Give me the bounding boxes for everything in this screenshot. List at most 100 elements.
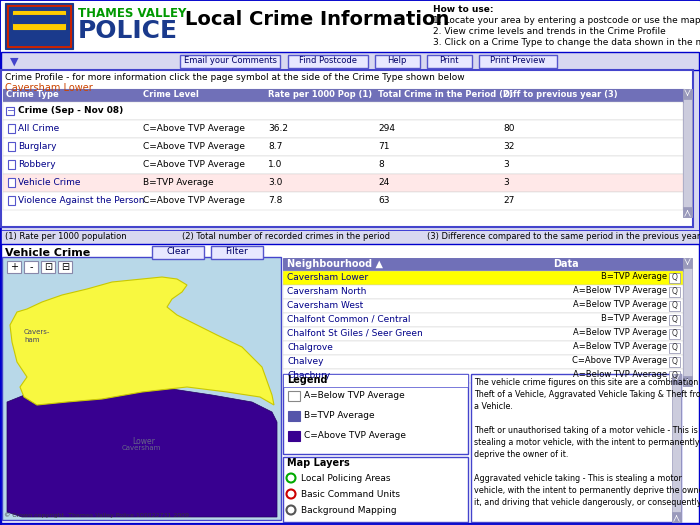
Bar (283, 457, 468, 522)
Text: Chalfont St Giles / Seer Green: Chalfont St Giles / Seer Green (287, 329, 423, 338)
Text: Q: Q (672, 273, 678, 282)
Bar (683, 89, 692, 99)
Bar (683, 89, 692, 217)
Text: ⊡: ⊡ (44, 262, 52, 272)
Text: C=Above TVP Average: C=Above TVP Average (143, 160, 245, 169)
Text: Aggravated vehicle taking - This is stealing a motor: Aggravated vehicle taking - This is stea… (474, 474, 682, 483)
Bar (1, 70, 693, 227)
Text: Email your Comments: Email your Comments (183, 56, 276, 65)
Text: Print: Print (440, 56, 459, 65)
Bar (283, 369, 683, 383)
Text: +: + (10, 262, 18, 272)
Text: it, and driving that vehicle dangerously, or consequently: it, and driving that vehicle dangerously… (474, 498, 700, 507)
Polygon shape (7, 387, 277, 517)
Text: Caversham: Caversham (122, 445, 162, 451)
Bar (8, 178, 15, 187)
Bar (669, 273, 680, 283)
Text: (2) Total number of recorded crimes in the period: (2) Total number of recorded crimes in t… (182, 232, 390, 241)
Bar (58, 261, 72, 273)
Text: vehicle, with the intent to permanently deprive the owner of: vehicle, with the intent to permanently … (474, 486, 700, 495)
Bar (41, 261, 55, 273)
Text: A=Below TVP Average: A=Below TVP Average (573, 300, 667, 309)
Text: Caversham Lower: Caversham Lower (287, 273, 368, 282)
Text: B=TVP Average: B=TVP Average (601, 314, 667, 323)
Text: C=Above TVP Average: C=Above TVP Average (572, 356, 667, 365)
Text: Q: Q (672, 357, 678, 366)
Text: 3: 3 (503, 160, 509, 169)
Text: Theft or unauthorised taking of a motor vehicle - This is: Theft or unauthorised taking of a motor … (474, 426, 698, 435)
Text: (1) Rate per 1000 population: (1) Rate per 1000 population (5, 232, 127, 241)
Text: −: − (7, 106, 15, 116)
Bar (283, 374, 468, 387)
Text: Q: Q (672, 329, 678, 338)
Circle shape (286, 506, 295, 514)
Text: 8: 8 (378, 160, 384, 169)
Text: 80: 80 (503, 124, 514, 133)
Bar (672, 374, 681, 522)
Text: 71: 71 (378, 142, 389, 151)
Text: C=Above TVP Average: C=Above TVP Average (143, 142, 245, 151)
Bar (3, 120, 683, 138)
Text: Crime (Sep - Nov 08): Crime (Sep - Nov 08) (18, 106, 123, 115)
Text: 24: 24 (378, 178, 389, 187)
Text: ▼: ▼ (10, 57, 18, 67)
Bar (8, 142, 15, 151)
Bar (283, 327, 683, 341)
Text: Crime Level: Crime Level (143, 90, 199, 99)
Text: Map Layers: Map Layers (287, 458, 350, 468)
Text: 63: 63 (378, 196, 389, 205)
Bar (3, 192, 683, 210)
Text: Lower: Lower (132, 437, 155, 446)
Text: Rate per 1000 Pop (1): Rate per 1000 Pop (1) (268, 90, 372, 99)
Text: A=Below TVP Average: A=Below TVP Average (573, 286, 667, 295)
Bar (683, 376, 692, 386)
Bar (7, 261, 21, 273)
Text: C=Above TVP Average: C=Above TVP Average (143, 124, 245, 133)
Text: 3. Click on a Crime Type to change the data shown in the map: 3. Click on a Crime Type to change the d… (433, 38, 700, 47)
Bar (283, 285, 683, 299)
Bar (375, 55, 420, 68)
Text: Crime Profile - for more information click the page symbol at the side of the Cr: Crime Profile - for more information cli… (5, 73, 465, 82)
Text: stealing a motor vehicle, with the intent to permanently: stealing a motor vehicle, with the inten… (474, 438, 699, 447)
Text: 1.0: 1.0 (268, 160, 282, 169)
Bar (8, 160, 15, 169)
Text: Q: Q (672, 371, 678, 380)
Text: Vehicle Crime: Vehicle Crime (18, 178, 80, 187)
Text: Q: Q (672, 343, 678, 352)
Bar (479, 55, 557, 68)
Bar (683, 207, 692, 217)
Text: Crime Type: Crime Type (6, 90, 59, 99)
Text: 294: 294 (378, 124, 395, 133)
Text: 2. View crime levels and trends in the Crime Profile: 2. View crime levels and trends in the C… (433, 27, 666, 36)
Text: Theft of a Vehicle, Aggravated Vehicle Taking & Theft from: Theft of a Vehicle, Aggravated Vehicle T… (474, 390, 700, 399)
Bar (288, 411, 300, 421)
Text: Robbery: Robbery (18, 160, 55, 169)
Text: Chacbury: Chacbury (287, 371, 330, 380)
Circle shape (286, 489, 295, 499)
Text: All Crime: All Crime (18, 124, 60, 133)
Bar (152, 246, 204, 259)
Text: A=Below TVP Average: A=Below TVP Average (573, 370, 667, 379)
Text: Help: Help (387, 56, 407, 65)
Text: Print Preview: Print Preview (491, 56, 545, 65)
Text: A=Below TVP Average: A=Below TVP Average (573, 342, 667, 351)
Bar (3, 174, 683, 192)
Text: How to use:: How to use: (433, 5, 494, 14)
Bar (427, 55, 472, 68)
Text: Burglary: Burglary (18, 142, 57, 151)
Text: Chalgrove: Chalgrove (287, 343, 333, 352)
Bar (283, 299, 683, 313)
Bar (683, 258, 692, 268)
Text: Vehicle Crime: Vehicle Crime (5, 248, 90, 258)
Bar (24, 261, 38, 273)
Polygon shape (10, 277, 274, 405)
Text: Find Postcode: Find Postcode (299, 56, 357, 65)
Text: POLICE: POLICE (78, 19, 178, 43)
Text: Clear: Clear (166, 247, 190, 256)
Text: 27: 27 (503, 196, 514, 205)
Bar (1, 230, 699, 244)
Text: Cavers-: Cavers- (24, 329, 50, 335)
Bar (1, 244, 699, 523)
Text: a Vehicle.: a Vehicle. (474, 402, 513, 411)
Text: B=TVP Average: B=TVP Average (143, 178, 214, 187)
